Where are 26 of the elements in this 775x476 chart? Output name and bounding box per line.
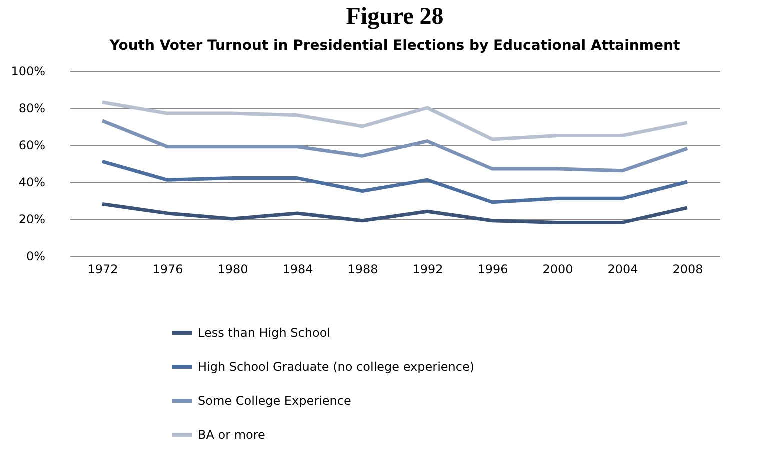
x-tick-label: 2004	[608, 262, 638, 276]
chart-subtitle: Youth Voter Turnout in Presidential Elections by Educational Attainment	[108, 38, 680, 54]
y-tick-label: 100%	[11, 64, 46, 78]
legend-label: BA or more	[198, 428, 266, 442]
line-series	[100, 100, 690, 142]
y-tick-label: 40%	[18, 176, 46, 190]
chart-title: Figure 28	[346, 4, 444, 30]
y-tick-label: 60%	[18, 138, 46, 152]
x-tick-label: 1980	[218, 262, 248, 276]
x-tick-label: 1984	[282, 262, 314, 276]
x-tick-label: 1976	[152, 262, 184, 276]
y-tick-label: 0%	[26, 250, 46, 264]
x-tick-label: 1992	[412, 262, 444, 276]
x-tick-label: 1988	[348, 262, 378, 276]
x-tick-label: 1972	[88, 262, 118, 276]
legend-label: Some College Experience	[198, 394, 352, 408]
x-tick-label: 1996	[478, 262, 508, 276]
y-tick-label: 20%	[18, 212, 46, 226]
x-tick-label: 2000	[542, 262, 574, 276]
legend-label: High School Graduate (no college experience)	[198, 360, 475, 374]
line-series	[100, 160, 690, 204]
y-tick-label: 80%	[18, 102, 46, 116]
line-series	[100, 119, 690, 173]
line-series	[100, 202, 690, 224]
legend-label: Less than High School	[198, 326, 330, 340]
x-tick-label: 2008	[672, 262, 704, 276]
